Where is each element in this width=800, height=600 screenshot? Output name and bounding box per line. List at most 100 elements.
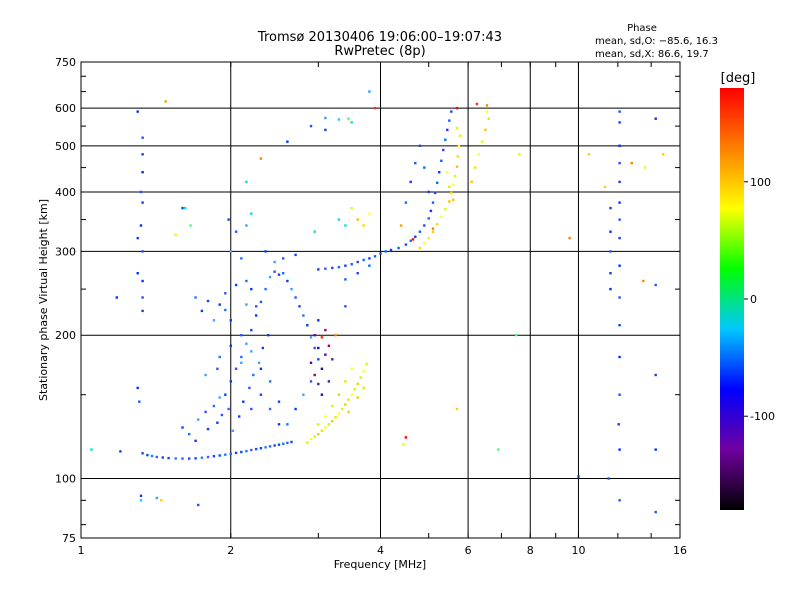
data-point (320, 367, 324, 370)
data-point (427, 190, 430, 194)
data-point (341, 407, 344, 411)
data-point (450, 110, 453, 113)
data-point (245, 449, 248, 453)
data-point (313, 230, 316, 233)
data-point (418, 144, 422, 147)
data-point (155, 455, 158, 459)
data-point (268, 407, 272, 411)
data-point (362, 258, 365, 262)
chart-title: Tromsø 20130406 19:06:00–19:07:43 (257, 30, 502, 45)
data-point (184, 206, 187, 210)
data-point (618, 264, 621, 267)
data-point (160, 499, 163, 502)
data-point (259, 157, 263, 160)
data-point (353, 388, 356, 391)
data-point (356, 260, 359, 264)
data-point (320, 429, 324, 432)
data-point (356, 396, 359, 399)
data-point (423, 166, 426, 169)
data-point (618, 393, 621, 396)
data-point (206, 455, 210, 459)
y-tick-label: 600 (55, 102, 76, 115)
data-point (204, 373, 207, 377)
data-point (259, 447, 263, 450)
data-point (229, 452, 232, 455)
data-point (480, 140, 484, 143)
data-point (344, 224, 347, 227)
y-tick-label: 75 (62, 532, 76, 545)
data-point (150, 454, 154, 458)
data-point (654, 510, 657, 514)
data-point (450, 191, 453, 195)
colorbar-label: [deg] (721, 71, 756, 86)
data-point (245, 224, 248, 227)
data-point (240, 257, 243, 260)
data-point (306, 324, 309, 327)
data-point (654, 117, 657, 120)
data-point (174, 233, 177, 237)
data-point (373, 255, 377, 258)
y-tick-label: 300 (55, 245, 76, 258)
data-point (229, 344, 232, 347)
data-point (485, 110, 489, 113)
data-point (404, 201, 408, 204)
data-point (139, 494, 143, 497)
data-point (409, 180, 412, 184)
data-point (294, 407, 297, 411)
x-tick-label: 16 (673, 544, 687, 557)
data-point (654, 283, 657, 287)
data-point (240, 450, 243, 454)
x-axis-ticks: 1 2 4 6 8 10 16 (78, 62, 687, 557)
data-point (224, 292, 227, 295)
data-point (350, 121, 353, 124)
data-point (609, 230, 612, 233)
data-point (231, 429, 235, 432)
x-tick-label: 8 (527, 544, 534, 557)
data-point (418, 246, 422, 250)
data-point (399, 224, 403, 227)
data-point (119, 450, 122, 453)
data-point (141, 250, 144, 253)
data-point (446, 128, 449, 132)
data-point (282, 272, 285, 275)
data-point (317, 382, 320, 386)
data-point (365, 362, 368, 366)
data-point (227, 407, 230, 411)
data-point (444, 138, 447, 141)
data-point (224, 393, 227, 396)
data-point (197, 503, 200, 507)
data-point (320, 336, 324, 339)
grid-lines (81, 62, 680, 538)
data-point (404, 243, 408, 246)
data-point (344, 264, 347, 267)
data-point (194, 457, 197, 460)
data-point (146, 453, 149, 457)
data-point (139, 190, 143, 194)
data-point (477, 153, 480, 156)
data-point (337, 412, 341, 415)
data-point (453, 174, 457, 178)
data-point (436, 223, 439, 226)
data-point (267, 334, 270, 337)
data-point (607, 477, 610, 480)
data-point (136, 236, 139, 240)
data-point (250, 407, 253, 411)
data-point (456, 155, 459, 158)
data-point (248, 386, 251, 390)
data-point (362, 224, 365, 227)
data-point (313, 373, 316, 377)
data-point (141, 279, 144, 283)
data-point (497, 448, 500, 451)
data-point (189, 224, 192, 227)
x-tick-label: 10 (571, 544, 585, 557)
data-point (324, 267, 327, 270)
data-point (442, 148, 445, 152)
data-point (337, 266, 341, 269)
data-point (324, 116, 327, 120)
data-point (654, 373, 657, 377)
data-point (404, 436, 408, 439)
data-point (643, 166, 647, 169)
data-point (618, 121, 621, 124)
data-point (362, 370, 365, 373)
